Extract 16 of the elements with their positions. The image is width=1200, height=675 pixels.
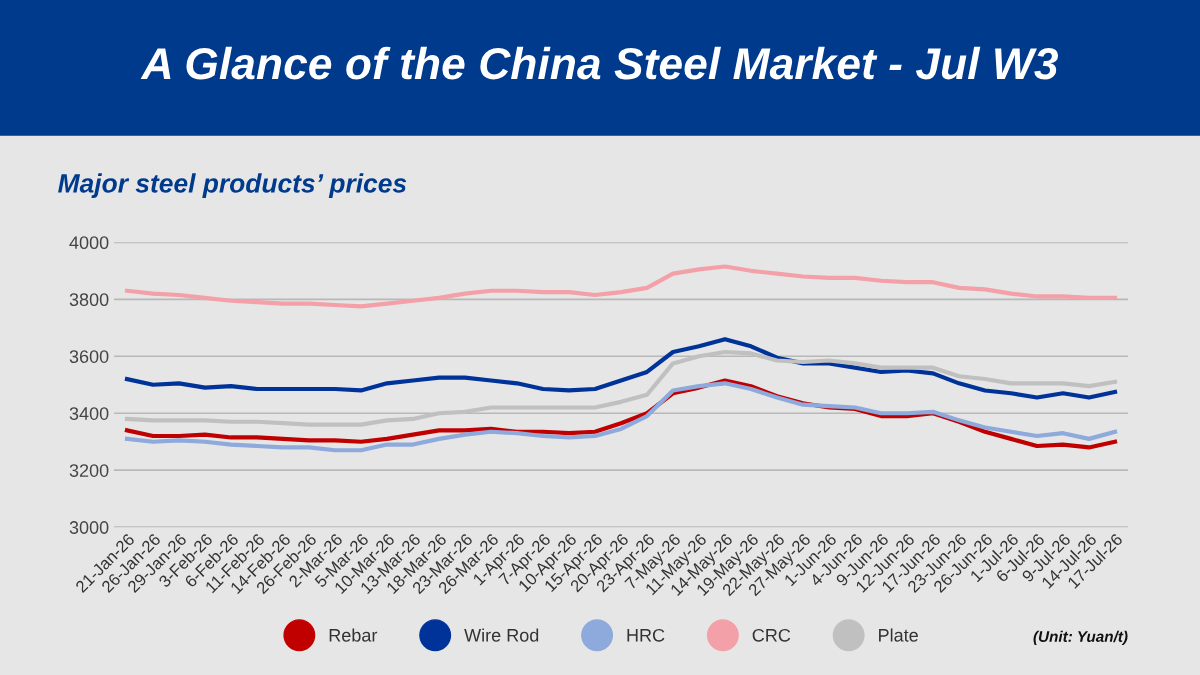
legend-label: Wire Rod (464, 628, 539, 642)
text: (Unit: Yuan/t) (1033, 630, 1128, 645)
y-tick-label: 3800 (69, 293, 109, 307)
y-tick-label: 3000 (69, 521, 109, 534)
y-tick-label: 3200 (69, 464, 109, 477)
chart-title: A Glance of the China Steel Market - Jul W3 (140, 46, 1059, 80)
y-tick-label: 3400 (69, 407, 109, 420)
line-series (124, 337, 1118, 400)
legend-label: CRC (752, 628, 791, 642)
legend-label: HRC (627, 628, 665, 642)
legend-label: Rebar (329, 628, 378, 642)
y-tick-label: 4000 (69, 236, 109, 250)
y-tick-label: 3600 (69, 350, 109, 363)
legend-label: Plate (879, 628, 918, 642)
chart-subtitle: Major steel products’ prices (58, 173, 407, 198)
line-series (124, 264, 1118, 309)
